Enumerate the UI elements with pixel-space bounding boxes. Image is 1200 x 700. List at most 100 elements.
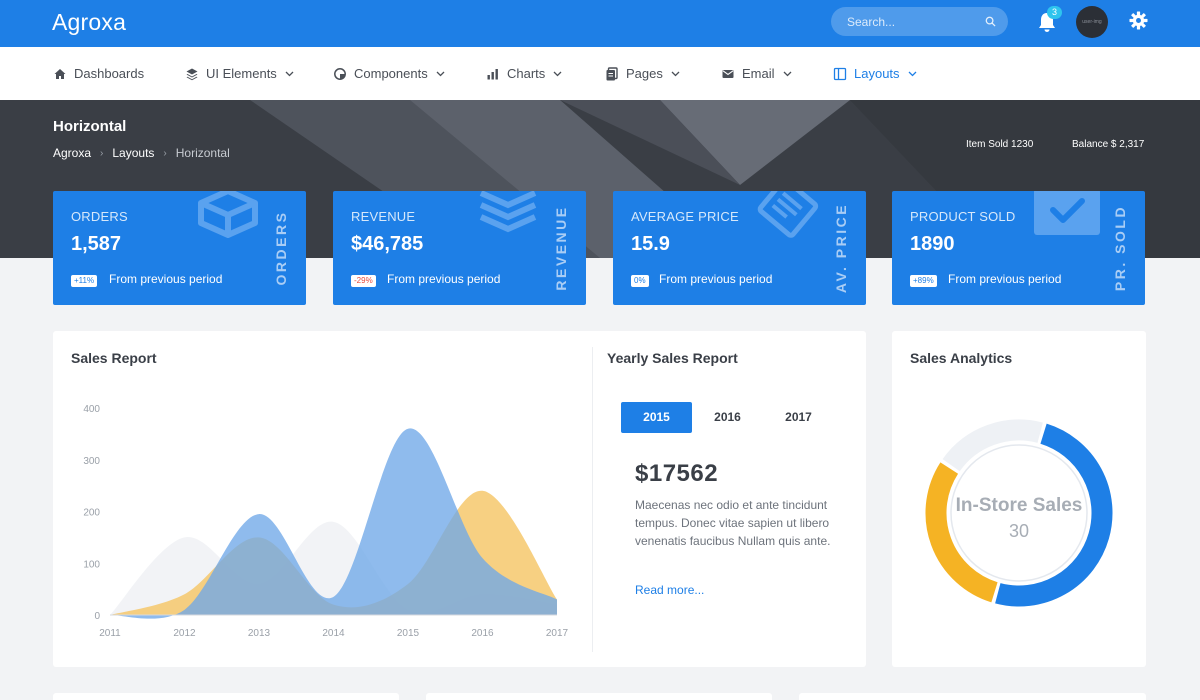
donut-segment-3 bbox=[942, 419, 1043, 472]
layers-icon bbox=[479, 191, 537, 233]
gear-icon[interactable] bbox=[1129, 11, 1148, 30]
stat-subtext: From previous period bbox=[109, 272, 223, 286]
layout-icon bbox=[833, 67, 847, 80]
stat-vertical-label: AV. PRICE bbox=[833, 202, 849, 294]
search-input[interactable] bbox=[847, 7, 977, 36]
chevron-down-icon bbox=[553, 71, 562, 76]
layers-icon bbox=[186, 68, 198, 80]
y-tick-label: 100 bbox=[83, 559, 100, 570]
bottom-panel bbox=[799, 693, 1146, 700]
app-logo[interactable]: Agroxa bbox=[52, 9, 127, 35]
tag-icon bbox=[757, 191, 819, 238]
stat-card-average-price: AVERAGE PRICE 15.9 0% From previous peri… bbox=[613, 191, 866, 305]
nav-item-components[interactable]: Components bbox=[333, 47, 445, 100]
nav-item-pages[interactable]: Pages bbox=[605, 47, 680, 100]
area-series-3 bbox=[110, 428, 557, 619]
email-icon bbox=[722, 69, 734, 78]
yearly-description: Maecenas nec odio et ante tincidunt temp… bbox=[635, 498, 831, 548]
home-icon bbox=[54, 68, 66, 79]
y-tick-label: 400 bbox=[83, 404, 100, 415]
x-tick-label: 2013 bbox=[248, 628, 271, 639]
nav-item-dashboards[interactable]: Dashboards bbox=[53, 47, 144, 100]
sales-area-chart: 0 100 200 300 400 2011 2012 2013 2014 2015 2016 201… bbox=[83, 404, 569, 639]
stat-subtext: From previous period bbox=[659, 272, 773, 286]
x-tick-label: 2011 bbox=[99, 628, 121, 639]
nav-item-layouts[interactable]: Layouts bbox=[833, 47, 917, 100]
stat-change-badge: +11% bbox=[71, 275, 98, 287]
year-tab-2017[interactable]: 2017 bbox=[763, 402, 834, 433]
sales-report-title: Sales Report bbox=[71, 350, 157, 366]
page-title: Horizontal bbox=[53, 118, 127, 135]
breadcrumb: Agroxa › Layouts › Horizontal bbox=[53, 146, 230, 160]
chevron-down-icon bbox=[908, 71, 917, 76]
stat-card-revenue: REVENUE $46,785 -29% From previous perio… bbox=[333, 191, 586, 305]
y-tick-label: 200 bbox=[83, 508, 100, 519]
stat-change-badge: 0% bbox=[631, 275, 649, 287]
y-tick-label: 300 bbox=[83, 456, 100, 467]
yearly-amount: $17562 bbox=[635, 460, 719, 487]
stat-label: ORDERS bbox=[71, 209, 128, 224]
stat-value: 15.9 bbox=[631, 233, 670, 255]
stat-subtext: From previous period bbox=[948, 272, 1062, 286]
stat-value: 1,587 bbox=[71, 233, 122, 255]
check-icon bbox=[1034, 191, 1100, 235]
stat-vertical-label: REVENUE bbox=[553, 205, 569, 291]
chevron-down-icon bbox=[436, 71, 445, 76]
notification-badge: 3 bbox=[1047, 6, 1062, 19]
nav-label: Components bbox=[354, 66, 428, 81]
item-sold: Item Sold 1230 bbox=[966, 139, 1034, 150]
donut-center-label: In-Store Sales bbox=[956, 495, 1083, 516]
chevron-down-icon bbox=[671, 71, 680, 76]
x-tick-label: 2017 bbox=[546, 628, 569, 639]
balance: Balance $ 2,317 bbox=[1072, 139, 1145, 150]
nav-label: UI Elements bbox=[206, 66, 277, 81]
nav-label: Dashboards bbox=[74, 66, 145, 81]
main-nav: Dashboards UI Elements Components Charts… bbox=[0, 47, 1200, 100]
y-tick-label: 0 bbox=[94, 611, 100, 622]
nav-label: Email bbox=[742, 66, 775, 81]
stat-label: REVENUE bbox=[351, 209, 416, 224]
x-tick-label: 2014 bbox=[322, 628, 345, 639]
sales-analytics-title: Sales Analytics bbox=[910, 350, 1013, 366]
top-bar: Agroxa 3 user-img bbox=[0, 0, 1200, 47]
stat-change-badge: +89% bbox=[910, 275, 937, 287]
yearly-sales-title: Yearly Sales Report bbox=[607, 350, 738, 366]
breadcrumb-item[interactable]: Agroxa bbox=[53, 146, 92, 160]
avatar[interactable]: user-img bbox=[1076, 6, 1108, 38]
search-icon[interactable] bbox=[985, 16, 996, 27]
nav-item-ui-elements[interactable]: UI Elements bbox=[185, 47, 294, 100]
stat-vertical-label: PR. SOLD bbox=[1112, 204, 1128, 292]
donut-center-value: 30 bbox=[1009, 521, 1029, 541]
year-tab-2016[interactable]: 2016 bbox=[692, 402, 763, 433]
search-box[interactable] bbox=[831, 7, 1008, 36]
x-tick-label: 2015 bbox=[397, 628, 420, 639]
bottom-panel bbox=[426, 693, 772, 700]
chevron-down-icon bbox=[285, 71, 294, 76]
stat-value: 1890 bbox=[910, 233, 955, 255]
stat-value: $46,785 bbox=[351, 233, 424, 255]
x-tick-label: 2016 bbox=[471, 628, 494, 639]
chevron-right-icon: › bbox=[100, 147, 104, 159]
breadcrumb-current: Horizontal bbox=[175, 146, 230, 160]
stat-vertical-label: ORDERS bbox=[273, 210, 289, 286]
donut-inner-ring bbox=[950, 444, 1088, 582]
chevron-down-icon bbox=[783, 71, 791, 76]
read-more-link[interactable]: Read more... bbox=[635, 583, 705, 597]
palette-icon bbox=[334, 67, 346, 80]
nav-label: Pages bbox=[626, 66, 663, 81]
cube-icon bbox=[198, 191, 258, 238]
stat-card-product-sold: PRODUCT SOLD 1890 +89% From previous per… bbox=[892, 191, 1145, 305]
bottom-panel bbox=[53, 693, 399, 700]
chevron-right-icon: › bbox=[163, 147, 167, 159]
year-tab-2015[interactable]: 2015 bbox=[621, 402, 692, 433]
panel-divider bbox=[592, 347, 593, 652]
nav-label: Charts bbox=[507, 66, 546, 81]
stat-change-badge: -29% bbox=[351, 275, 376, 287]
donut-segment-2 bbox=[925, 462, 998, 603]
stat-label: AVERAGE PRICE bbox=[631, 209, 739, 224]
nav-item-charts[interactable]: Charts bbox=[486, 47, 562, 100]
nav-label: Layouts bbox=[854, 66, 900, 81]
x-tick-label: 2012 bbox=[173, 628, 196, 639]
nav-item-email[interactable]: Email bbox=[721, 47, 792, 100]
breadcrumb-item[interactable]: Layouts bbox=[112, 146, 155, 160]
